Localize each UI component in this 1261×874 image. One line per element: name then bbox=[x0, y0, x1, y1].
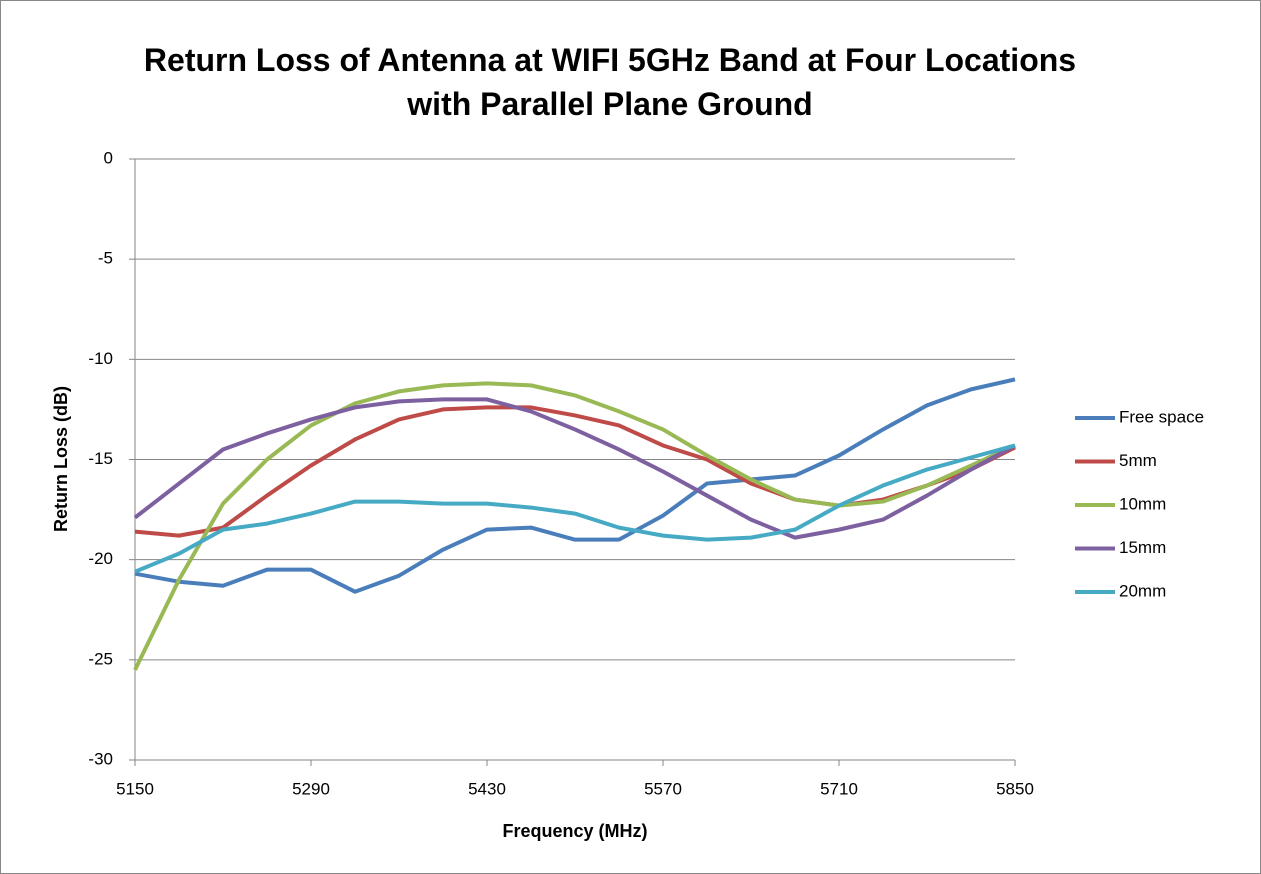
y-tick-label: -25 bbox=[88, 649, 113, 668]
y-tick-label: -10 bbox=[88, 349, 113, 368]
x-tick-label: 5290 bbox=[292, 779, 330, 798]
series-line bbox=[133, 381, 1016, 671]
legend-label: 15mm bbox=[1119, 538, 1166, 557]
x-tick-label: 5570 bbox=[644, 779, 682, 798]
series-line bbox=[134, 405, 1016, 538]
x-tick-label: 5850 bbox=[996, 779, 1034, 798]
y-tick-label: -20 bbox=[88, 549, 113, 568]
x-tick-label: 5710 bbox=[820, 779, 858, 798]
chart-title: Return Loss of Antenna at WIFI 5GHz Band… bbox=[143, 42, 1077, 122]
series-line bbox=[134, 443, 1016, 574]
legend-label: 5mm bbox=[1119, 451, 1157, 470]
series-line bbox=[134, 377, 1016, 594]
x-tick-label: 5430 bbox=[468, 779, 506, 798]
legend-label: 20mm bbox=[1119, 581, 1166, 600]
y-tick-label: -15 bbox=[88, 449, 113, 468]
legend-label: Free space bbox=[1119, 407, 1204, 426]
y-tick-label: -5 bbox=[98, 249, 113, 268]
y-axis-title: Return Loss (dB) bbox=[51, 386, 71, 532]
legend-label: 10mm bbox=[1119, 494, 1166, 513]
x-tick-label: 5150 bbox=[116, 779, 154, 798]
series-line bbox=[133, 397, 1016, 540]
y-tick-label: 0 bbox=[104, 148, 113, 167]
y-tick-label: -30 bbox=[88, 749, 113, 768]
x-axis-title: Frequency (MHz) bbox=[502, 821, 647, 841]
